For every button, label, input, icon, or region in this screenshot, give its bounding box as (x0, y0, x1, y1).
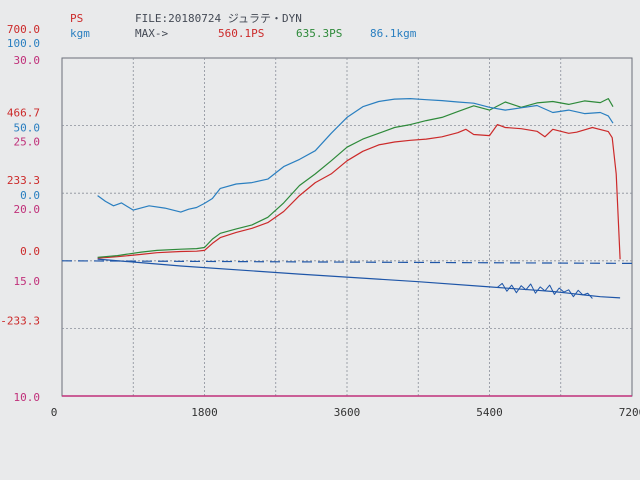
y-tick-label: 0.0 (20, 245, 40, 258)
y-tick-label: -233.3 (0, 314, 40, 327)
x-tick-label: 3600 (334, 406, 361, 419)
max-ps-green: 635.3PS (296, 27, 342, 40)
y-tick-label: 0.0 (20, 189, 40, 202)
y-tick-label: 25.0 (14, 136, 41, 149)
y-tick-label: 100.0 (7, 37, 40, 50)
y-tick-label: 466.7 (7, 107, 40, 120)
max-label: MAX-> (135, 27, 168, 40)
series-lines (61, 97, 633, 397)
y-tick-label: 700.0 (7, 23, 40, 36)
y-tick-label: 30.0 (14, 54, 41, 67)
kgm-unit-label: kgm (70, 27, 90, 40)
y-tick-label: 50.0 (14, 122, 41, 135)
x-tick-label: 5400 (476, 406, 503, 419)
power-curve-red (97, 123, 621, 260)
y-tick-label: 233.3 (7, 174, 40, 187)
y-axis-labels: 700.0100.030.0466.750.025.0233.30.020.00… (0, 23, 40, 404)
x-tick-label: 7200 (619, 406, 640, 419)
loss-curve-blue (97, 258, 621, 299)
x-axis-labels: 0 1800 3600 5400 7200 (51, 406, 640, 419)
ps-unit-label: PS (70, 12, 83, 25)
y-tick-label: 10.0 (14, 391, 41, 404)
file-label: FILE:20180724 ジュラテ・DYN (135, 12, 302, 25)
torque-curve-blue (97, 97, 614, 213)
y-tick-label: 15.0 (14, 275, 41, 288)
y-tick-label: 20.0 (14, 203, 41, 216)
max-kgm: 86.1kgm (370, 27, 417, 40)
max-ps-red: 560.1PS (218, 27, 264, 40)
power-curve-green (97, 97, 614, 258)
loss-curve-noise (497, 282, 593, 299)
x-tick-label: 0 (51, 406, 58, 419)
x-tick-label: 1800 (191, 406, 218, 419)
